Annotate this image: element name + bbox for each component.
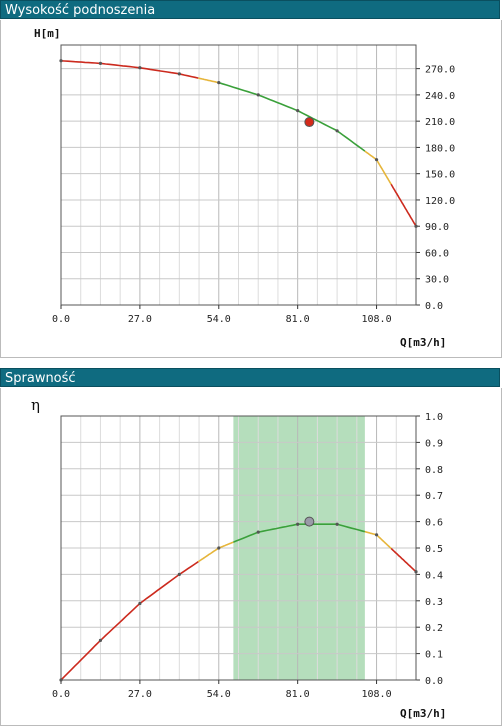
y-tick-label: 1.0 (425, 412, 443, 423)
x-tick-label: 54.0 (207, 314, 231, 325)
data-point (414, 224, 418, 228)
y-tick-label: 0.9 (425, 438, 443, 449)
x-tick-label: 81.0 (286, 689, 310, 700)
data-point (177, 572, 181, 576)
curve-segment-1 (198, 77, 219, 84)
data-point (59, 678, 63, 682)
efficiency-chart: 0.0 0.1 0.2 0.3 0.4 0.5 0.6 0.7 0.8 0.9 1.0 0.0 27.0… (31, 396, 446, 720)
head-chart-panel: Wysokość podnoszenia 0.0 30.0 60.0 90.0 120.… (0, 0, 502, 358)
y-tick-label: 210.0 (425, 117, 455, 128)
y-tick-label: 60.0 (425, 248, 449, 259)
operating-point (304, 117, 315, 128)
efficiency-chart-title: Sprawność (0, 368, 500, 387)
y-tick-label: 270.0 (425, 65, 455, 76)
data-point (296, 522, 300, 526)
data-point (256, 93, 260, 97)
curve-segment-4 (390, 547, 417, 573)
y-tick-label: 30.0 (425, 275, 449, 286)
y-tick-label: 0.3 (425, 597, 443, 608)
operating-point (304, 516, 315, 527)
data-point (177, 72, 181, 76)
y-tick-label: 0.0 (425, 301, 443, 312)
y-axis-label: η (31, 396, 40, 414)
curve-segment-0 (60, 60, 199, 79)
data-point (98, 61, 103, 65)
y-tick-label: 0.1 (425, 650, 443, 661)
data-point (374, 533, 379, 537)
data-point (335, 129, 339, 133)
x-tick-label: 108.0 (362, 314, 392, 325)
data-point (98, 638, 103, 642)
x-tick-label: 81.0 (286, 314, 310, 325)
head-chart-title: Wysokość podnoszenia (0, 0, 500, 19)
efficiency-chart-body: 0.0 0.1 0.2 0.3 0.4 0.5 0.6 0.7 0.8 0.9 1.0 0.0 27.0… (0, 388, 502, 726)
curve-segment-2 (218, 81, 366, 152)
data-point (256, 530, 260, 534)
y-tick-label: 150.0 (425, 170, 455, 181)
plot-frame (60, 44, 417, 306)
data-point (138, 66, 142, 70)
curve-segment-1 (197, 541, 234, 563)
y-tick-label: 240.0 (425, 91, 455, 102)
data-point (217, 81, 221, 85)
y-tick-label: 0.8 (425, 465, 443, 476)
y-tick-label: 0.7 (425, 491, 443, 502)
curve-segment-3 (364, 150, 392, 185)
x-axis-label: Q[m3/h] (400, 336, 446, 349)
x-axis-label: Q[m3/h] (400, 707, 446, 720)
y-tick-label: 0.4 (425, 570, 443, 581)
x-tick-label: 108.0 (362, 689, 392, 700)
data-point (335, 522, 339, 526)
y-tick-label: 0.5 (425, 544, 443, 555)
curve-segment-0 (60, 561, 199, 681)
x-tick-label: 0.0 (52, 314, 70, 325)
curve-segment-3 (364, 530, 392, 550)
efficiency-chart-panel: Sprawność 0.0 0.1 0.2 0.3 0.4 0.5 0.6 0.7 0.8 0.9… (0, 368, 502, 726)
y-tick-label: 180.0 (425, 143, 455, 154)
x-tick-label: 27.0 (128, 314, 152, 325)
y-tick-label: 0.0 (425, 676, 443, 687)
y-tick-label: 120.0 (425, 196, 455, 207)
x-tick-label: 54.0 (207, 689, 231, 700)
data-point (138, 601, 142, 606)
head-chart-body: 0.0 30.0 60.0 90.0 120.0 150.0 180.0 210.0 240.0… (0, 20, 502, 358)
y-tick-label: 0.6 (425, 518, 443, 529)
data-point (59, 59, 63, 63)
y-tick-label: 0.2 (425, 623, 443, 634)
x-tick-label: 0.0 (52, 689, 70, 700)
y-tick-label: 90.0 (425, 222, 449, 233)
plot-frame (60, 415, 417, 681)
head-chart: 0.0 30.0 60.0 90.0 120.0 150.0 180.0 210.0 240.0… (34, 27, 455, 349)
y-axis-label: H[m] (34, 27, 61, 40)
data-point (296, 109, 300, 113)
curve-segment-4 (390, 183, 417, 227)
data-point (217, 546, 221, 550)
data-point (414, 570, 418, 574)
data-point (374, 158, 379, 162)
x-tick-label: 27.0 (128, 689, 152, 700)
